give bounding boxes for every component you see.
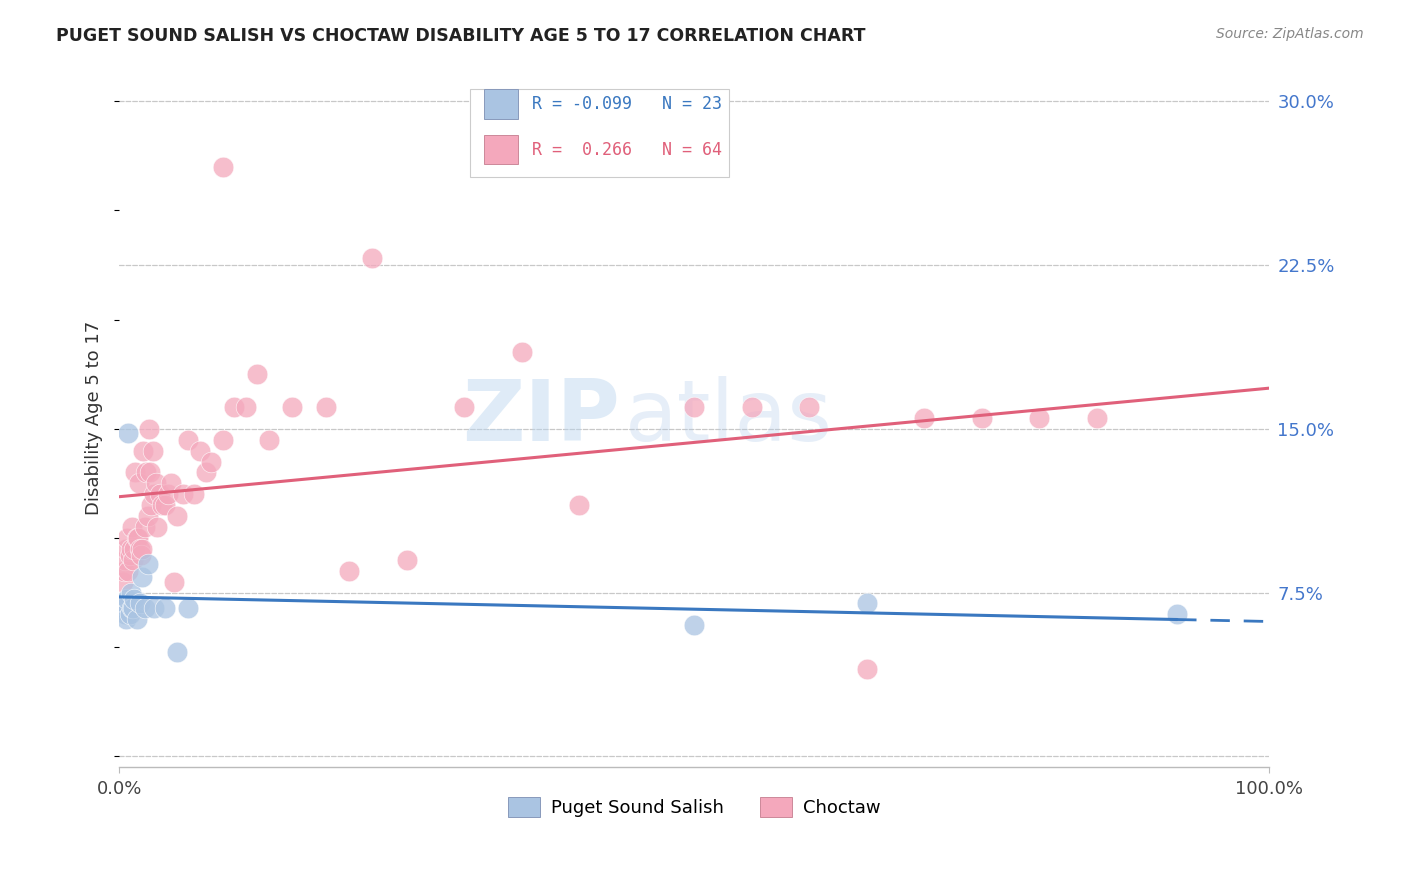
Text: R = -0.099   N = 23: R = -0.099 N = 23 <box>531 95 723 113</box>
Point <box>120 541 142 556</box>
Point <box>124 466 146 480</box>
Point <box>163 574 186 589</box>
Point <box>111 574 134 589</box>
Text: R =  0.266   N = 64: R = 0.266 N = 64 <box>531 141 723 159</box>
Point <box>129 549 152 563</box>
Point <box>134 520 156 534</box>
Point <box>156 487 179 501</box>
Point <box>453 400 475 414</box>
Point <box>121 520 143 534</box>
Point <box>160 476 183 491</box>
Point <box>114 553 136 567</box>
Text: atlas: atlas <box>626 376 834 459</box>
Point <box>118 549 141 563</box>
Point <box>115 612 138 626</box>
Point <box>115 541 138 556</box>
Point <box>118 607 141 622</box>
Point <box>127 531 149 545</box>
FancyBboxPatch shape <box>484 89 519 119</box>
Point <box>1028 410 1050 425</box>
Text: PUGET SOUND SALISH VS CHOCTAW DISABILITY AGE 5 TO 17 CORRELATION CHART: PUGET SOUND SALISH VS CHOCTAW DISABILITY… <box>56 27 866 45</box>
Point <box>172 487 194 501</box>
Point <box>145 476 167 491</box>
Point <box>741 400 763 414</box>
Point <box>155 498 177 512</box>
Point <box>128 476 150 491</box>
Point <box>112 600 135 615</box>
Point <box>120 585 142 599</box>
Point <box>129 597 152 611</box>
Point <box>166 644 188 658</box>
Point <box>111 597 134 611</box>
Point <box>194 466 217 480</box>
Point <box>112 564 135 578</box>
Point <box>142 600 165 615</box>
Y-axis label: Disability Age 5 to 17: Disability Age 5 to 17 <box>86 321 103 515</box>
Point <box>132 443 155 458</box>
Point <box>146 520 169 534</box>
Point <box>211 160 233 174</box>
FancyBboxPatch shape <box>484 135 519 164</box>
Point <box>148 487 170 501</box>
Point <box>125 612 148 626</box>
Point <box>855 662 877 676</box>
Text: ZIP: ZIP <box>461 376 620 459</box>
Point <box>183 487 205 501</box>
Point <box>142 487 165 501</box>
Point <box>855 597 877 611</box>
Point <box>1166 607 1188 622</box>
Point <box>117 592 139 607</box>
Point <box>155 600 177 615</box>
Legend: Puget Sound Salish, Choctaw: Puget Sound Salish, Choctaw <box>501 789 889 824</box>
Point <box>131 570 153 584</box>
Point <box>121 600 143 615</box>
Point <box>395 553 418 567</box>
Point <box>510 345 533 359</box>
Point <box>122 541 145 556</box>
Point <box>122 592 145 607</box>
Point <box>188 443 211 458</box>
Point <box>177 433 200 447</box>
Point <box>131 541 153 556</box>
Point <box>224 400 246 414</box>
Point <box>141 498 163 512</box>
Point <box>136 509 159 524</box>
Point <box>117 426 139 441</box>
Point <box>1085 410 1108 425</box>
Point <box>211 433 233 447</box>
Point <box>568 498 591 512</box>
Point <box>117 564 139 578</box>
Text: Source: ZipAtlas.com: Source: ZipAtlas.com <box>1216 27 1364 41</box>
Point <box>912 410 935 425</box>
Point <box>257 433 280 447</box>
Point <box>122 553 145 567</box>
Point <box>117 531 139 545</box>
Point <box>337 564 360 578</box>
Point <box>138 422 160 436</box>
Point <box>142 443 165 458</box>
Point <box>361 252 384 266</box>
Point <box>200 454 222 468</box>
Point <box>683 618 706 632</box>
Point <box>166 509 188 524</box>
Point <box>135 466 157 480</box>
Point <box>136 557 159 571</box>
Point <box>315 400 337 414</box>
Point <box>122 600 145 615</box>
Point <box>797 400 820 414</box>
Point <box>139 466 162 480</box>
Point <box>125 531 148 545</box>
Point <box>129 541 152 556</box>
Point <box>177 600 200 615</box>
FancyBboxPatch shape <box>470 89 728 177</box>
Point <box>150 498 173 512</box>
Point <box>114 607 136 622</box>
Point <box>970 410 993 425</box>
Point <box>683 400 706 414</box>
Point <box>235 400 257 414</box>
Point <box>246 368 269 382</box>
Point <box>280 400 302 414</box>
Point <box>134 600 156 615</box>
